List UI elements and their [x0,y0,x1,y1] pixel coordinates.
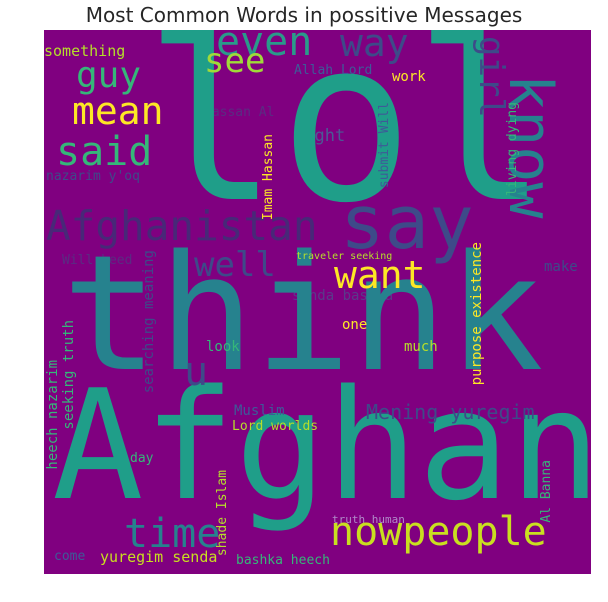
word-nazarim-yoq: nazarim y'oq [46,169,140,184]
word-know: know [495,74,565,219]
word-nowpeople: nowpeople [330,509,547,555]
word-way: way [340,30,409,65]
word-think: think [62,220,544,407]
word-see: see [204,41,266,81]
word-say: say [340,180,474,266]
word-heech-nazarim: heech nazarim [45,360,61,470]
word-truth-human: truth human [332,513,405,526]
word-said: said [56,129,153,175]
word-come: come [54,549,86,564]
word-want: want [334,253,426,297]
word-searching-meaning: searching meaning [141,250,157,394]
word-will-heed: Will heed [62,253,133,268]
word-day: day [130,451,154,466]
word-u: u [184,349,209,395]
word-yuregim-senda: yuregim senda [100,548,218,566]
word-something: something [44,42,126,60]
word-girl: girl [471,36,511,118]
wordcloud-canvas: Hassan Al Will heed senda bashka truth h… [44,30,591,574]
word-bashka-heech: bashka heech [236,553,330,568]
word-mean: mean [72,89,164,133]
word-much: much [404,339,438,355]
word-senda-bashka: senda bashka [292,288,394,304]
word-one: one [342,317,368,333]
word-traveler-seeking: traveler seeking [296,251,393,262]
word-shade-islam: shade Islam [215,470,230,557]
word-time: time [124,511,221,557]
word-imam-hassan: Imam Hassan [261,134,276,221]
chart-title: Most Common Words in possitive Messages [85,3,523,27]
word-look: look [206,339,240,355]
word-right: right [294,126,346,146]
word-afghan: Afghan [52,357,591,534]
word-mening-yuregim: Mening yuregim [366,400,535,424]
word-even: even [216,30,313,65]
word-allah-lord: Allah Lord [294,63,373,78]
word-lord-worlds: Lord worlds [232,419,319,434]
word-submit-will: submit Will [377,102,392,189]
word-make: make [544,259,578,275]
word-afghanistan: Afghanistan [46,202,318,250]
word-al-banna: Al Banna [539,460,554,523]
word-muslim: Muslim [234,403,285,419]
word-work: work [392,69,426,85]
word-lol: lol [144,30,549,252]
word-hassan-al: Hassan Al [204,105,275,120]
word-purpose-existence: purpose existence [469,242,485,386]
word-guy: guy [76,55,142,96]
word-living-dying: living dying [505,102,520,196]
word-seeking-truth: seeking truth [61,320,77,430]
word-well: well [194,245,276,285]
